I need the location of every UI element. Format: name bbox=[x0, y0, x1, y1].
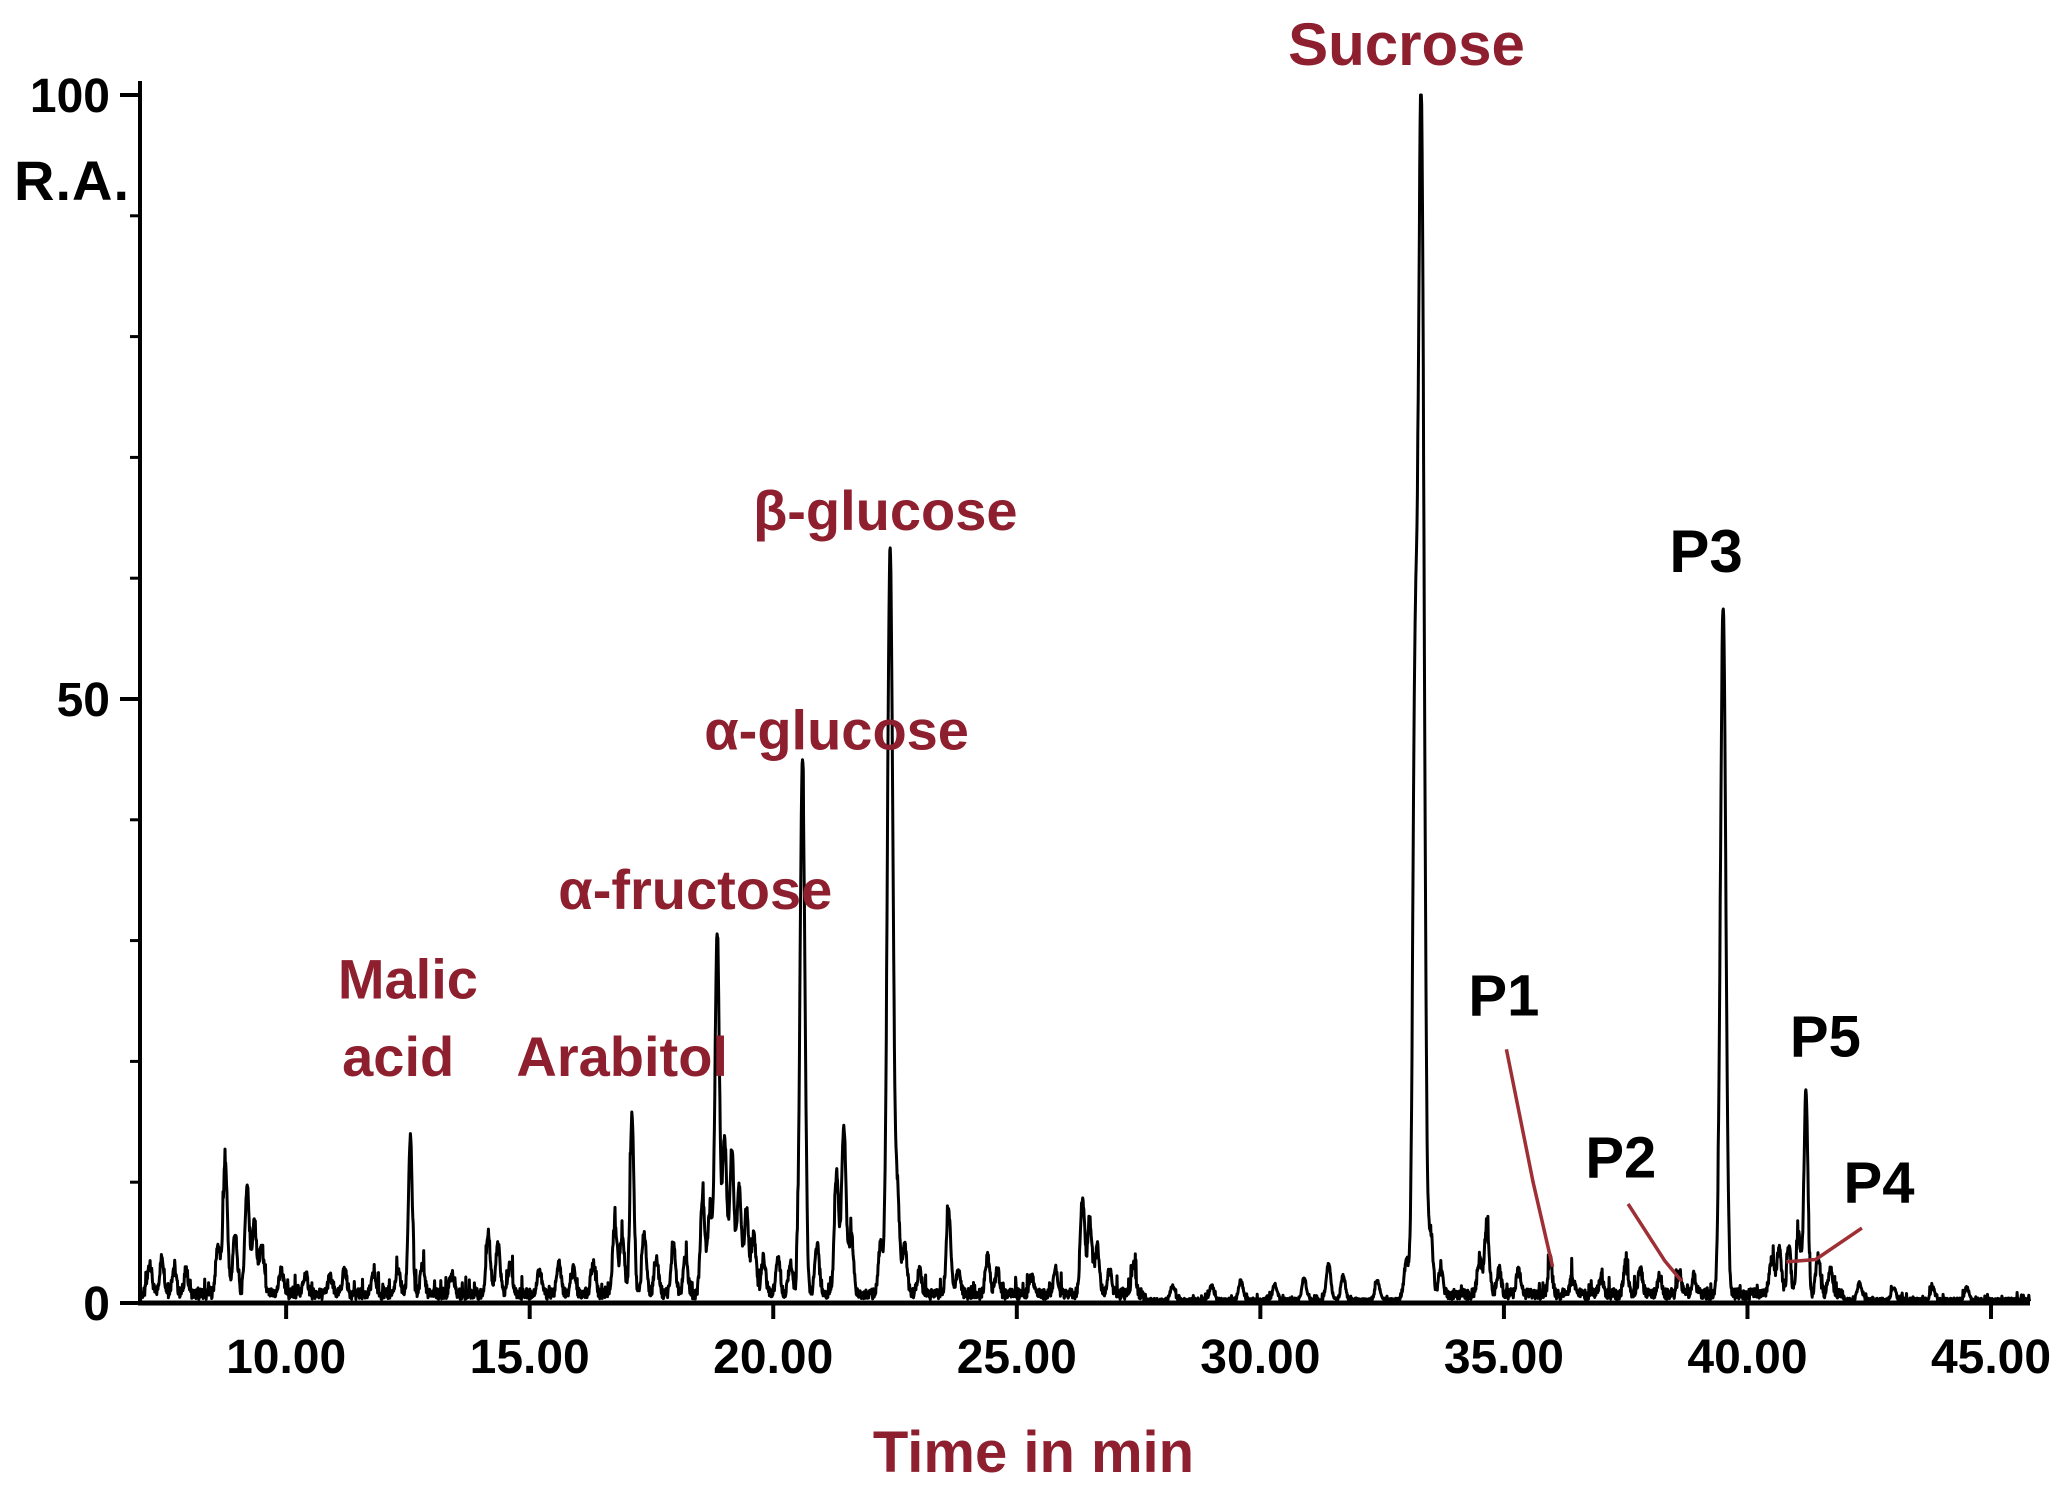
x-tick-label: 25.00 bbox=[957, 1331, 1077, 1384]
chromatogram-trace bbox=[138, 93, 2032, 1304]
y-tick-label: 100 bbox=[30, 70, 110, 123]
x-tick-label: 40.00 bbox=[1687, 1331, 1807, 1384]
peak-annotation: β-glucose bbox=[753, 479, 1017, 542]
peak-annotation: acid bbox=[342, 1025, 454, 1088]
y-tick-label: 50 bbox=[57, 674, 110, 727]
peak-annotation: α-fructose bbox=[558, 858, 832, 921]
peak-annotation: Sucrose bbox=[1288, 11, 1525, 78]
x-tick-label: 30.00 bbox=[1200, 1331, 1320, 1384]
peak-annotation: P5 bbox=[1790, 1005, 1861, 1070]
x-tick-label: 10.00 bbox=[226, 1331, 346, 1384]
p4-leader bbox=[1786, 1226, 1863, 1264]
peak-annotation: P2 bbox=[1585, 1125, 1656, 1190]
y-axis-label: R.A. bbox=[14, 149, 130, 212]
peak-annotation: P1 bbox=[1468, 964, 1539, 1029]
p2-leader bbox=[1626, 1202, 1684, 1283]
p1-leader bbox=[1504, 1048, 1555, 1268]
peak-annotation: P4 bbox=[1844, 1151, 1915, 1216]
x-tick-label: 15.00 bbox=[470, 1331, 590, 1384]
x-tick-label: 35.00 bbox=[1444, 1331, 1564, 1384]
x-tick-label: 45.00 bbox=[1931, 1331, 2051, 1384]
peak-annotation: Malic bbox=[338, 948, 478, 1011]
peak-annotation: P3 bbox=[1669, 518, 1742, 585]
y-tick-label: 0 bbox=[83, 1278, 110, 1331]
x-tick-label: 20.00 bbox=[713, 1331, 833, 1384]
peak-annotation: Arabitol bbox=[516, 1025, 728, 1088]
x-axis-label: Time in min bbox=[872, 1420, 1195, 1485]
peak-annotation: α-glucose bbox=[704, 699, 969, 762]
